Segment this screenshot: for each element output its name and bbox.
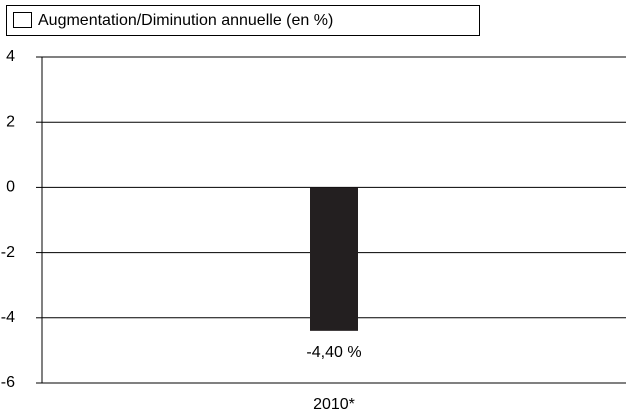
- bar: [310, 187, 358, 331]
- legend-label: Augmentation/Diminution annuelle (en %): [38, 12, 333, 29]
- x-tick-label: 2010*: [313, 396, 355, 413]
- y-tick-label: 2: [6, 113, 15, 130]
- y-tick-label: -4: [1, 309, 15, 326]
- value-label: -4,40 %: [306, 344, 361, 361]
- legend-frame: [6, 5, 480, 36]
- y-tick-label: 4: [6, 48, 15, 65]
- y-tick-label: -6: [1, 374, 15, 391]
- y-tick-label: 0: [6, 179, 15, 196]
- legend-swatch: [13, 12, 32, 28]
- y-tick-label: -2: [1, 244, 15, 261]
